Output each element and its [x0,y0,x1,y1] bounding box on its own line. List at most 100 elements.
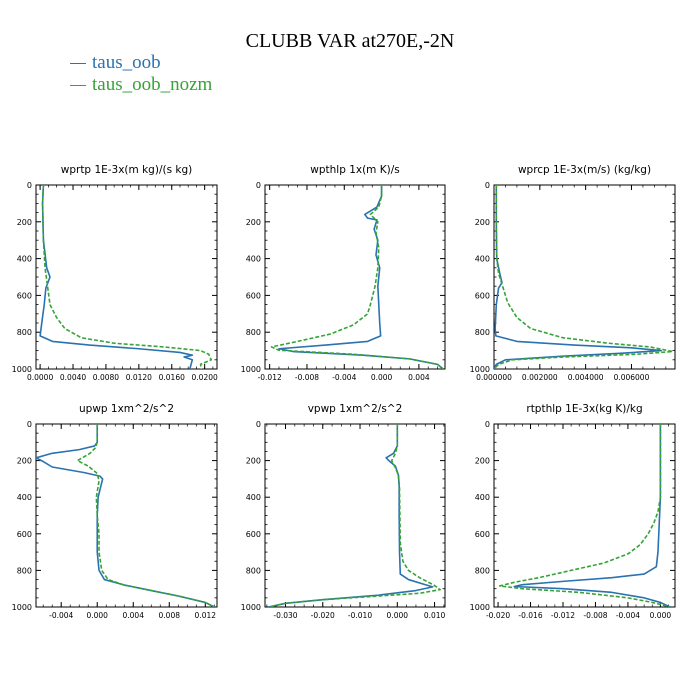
legend-item-taus-oob: taus_oob [70,52,161,74]
y-tick-label: 200 [246,457,261,466]
y-tick-label: 0 [256,181,261,190]
chart-title: wprtp 1E-3x(m kg)/(s kg) [61,164,192,176]
y-tick-label: 1000 [12,603,32,612]
plot-frame [264,184,446,370]
x-tick-label: -0.004 [49,611,73,620]
y-tick-label: 800 [17,328,32,337]
y-tick-label: 0 [27,420,32,429]
y-tick-label: 800 [475,328,490,337]
y-tick-label: 200 [17,218,32,227]
y-tick-label: 1000 [241,603,261,612]
y-tick-label: 200 [475,218,490,227]
x-tick-label: 0.0040 [60,373,86,382]
y-tick-label: 0 [485,181,490,190]
series-line-taus-oob [39,185,194,369]
y-tick-label: 800 [246,566,261,575]
legend-item-taus-oob-nozm: taus_oob_nozm [70,74,212,96]
x-tick-label: 0.000 [650,611,672,620]
x-tick-label: -0.004 [616,611,640,620]
x-tick-label: -0.020 [486,611,510,620]
x-tick-label: 0.004000 [568,373,604,382]
y-tick-label: 400 [246,493,261,502]
x-tick-label: 0.010 [424,611,446,620]
y-tick-label: 400 [246,255,261,264]
y-tick-label: 0 [27,181,32,190]
y-tick-label: 600 [246,530,261,539]
series-line-taus-oob-nozm [498,424,671,607]
x-tick-label: -0.012 [551,611,575,620]
x-tick-label: 0.0080 [93,373,119,382]
series-line-taus-oob [513,424,671,607]
x-tick-label: 0.0160 [159,373,185,382]
chart-panel-1: wprtp 1E-3x(m kg)/(s kg) 0 200 400 600 800 100… [12,164,218,382]
x-tick-label: 0.002000 [522,373,558,382]
x-tick-label: 0.0120 [126,373,152,382]
x-tick-label: 0.000 [387,611,409,620]
x-tick-label: -0.008 [295,373,319,382]
x-tick-label: -0.016 [518,611,542,620]
chart-title: wpthlp 1x(m K)/s [310,164,400,176]
legend-label: taus_oob_nozm [92,74,213,95]
y-tick-label: 600 [475,530,490,539]
chart-panel-6: rtpthlp 1E-3x(kg K)/kg02004006008001000-… [470,403,676,620]
chart-panel-4: upwp 1xm^2/s^2 0 200 400 600 800 1000 -0.004 0.0… [12,403,218,620]
x-tick-label: -0.004 [332,373,356,382]
chart-title: vpwp 1xm^2/s^2 [308,403,403,415]
y-tick-label: 400 [17,493,32,502]
plot-frame [35,184,218,370]
series-line-taus-oob-nozm [76,424,215,607]
x-tick-label: -0.020 [311,611,335,620]
y-tick-label: 800 [475,566,490,575]
y-tick-label: 0 [256,420,261,429]
y-tick-label: 800 [17,566,32,575]
x-tick-label: 0.0200 [192,373,218,382]
y-tick-label: 600 [475,291,490,300]
x-tick-label: 0.004 [408,373,430,382]
series-line-taus-oob-nozm [268,424,441,607]
series-line-taus-oob [494,185,663,369]
y-tick-label: 400 [17,255,32,264]
y-tick-label: 0 [485,420,490,429]
x-tick-label: 0.012 [195,611,217,620]
chart-title: wprcp 1E-3x(m/s) (kg/kg) [518,164,651,176]
series-line-taus-oob-nozm [270,185,444,369]
y-tick-label: 200 [17,457,32,466]
y-tick-label: 400 [475,255,490,264]
y-tick-label: 1000 [241,365,261,374]
series-line-taus-oob-nozm [494,185,674,369]
chart-panel-3: wprcp 1E-3x(m/s) (kg/kg) 0 200 400 600 800 100… [470,164,676,382]
x-tick-label: 0.000 [371,373,393,382]
y-tick-label: 200 [475,457,490,466]
x-tick-label: 0.006000 [614,373,650,382]
x-tick-label: 0.000 [86,611,108,620]
y-tick-label: 1000 [470,603,490,612]
x-tick-label: -0.010 [348,611,372,620]
chart-title: rtpthlp 1E-3x(kg K)/kg [526,403,642,415]
y-tick-label: 400 [475,493,490,502]
x-tick-label: 0.008 [159,611,181,620]
y-tick-label: 600 [17,291,32,300]
x-tick-label: -0.030 [273,611,297,620]
series-line-taus-oob-nozm [41,185,213,369]
x-tick-label: 0.004 [123,611,145,620]
y-tick-label: 1000 [470,365,490,374]
plot-frame [264,423,446,608]
y-tick-label: 800 [246,328,261,337]
y-tick-label: 1000 [12,365,32,374]
x-tick-label: -0.012 [258,373,282,382]
x-tick-label: -0.008 [583,611,607,620]
y-tick-label: 200 [246,218,261,227]
chart-panel-5: vpwp 1xm^2/s^2 0 200 400 600 800 1000 -0.030 -0.… [241,403,446,620]
chart-title: upwp 1xm^2/s^2 [79,403,174,415]
x-tick-label: 0.0000 [27,373,53,382]
series-line-taus-oob [268,424,434,607]
legend-swatch [70,84,86,86]
chart-panel-2: wpthlp 1x(m K)/s 0 200 400 600 800 1000-0.012 -… [241,164,446,382]
series-line-taus-oob [278,185,444,369]
y-tick-label: 600 [246,291,261,300]
legend-label: taus_oob [92,52,161,73]
y-tick-label: 600 [17,530,32,539]
legend-swatch [70,62,86,64]
page-title: CLUBB VAR at270E,-2N [245,30,455,52]
